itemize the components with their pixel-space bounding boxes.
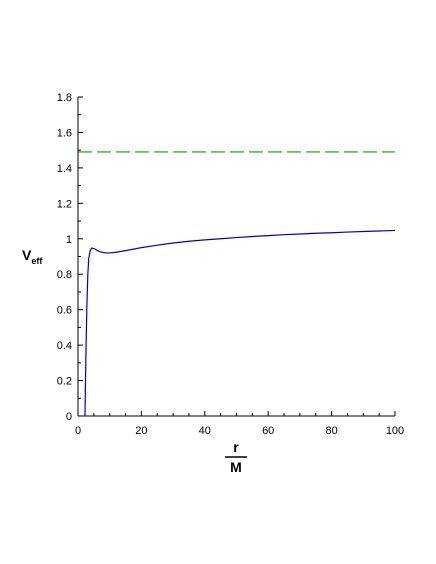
x-tick-label: 60 (262, 425, 274, 437)
x-axis-label-denominator: M (230, 459, 242, 475)
y-tick-label: 0.6 (57, 305, 72, 317)
y-tick-label: 0.2 (57, 376, 72, 388)
y-tick-label: 1.8 (57, 92, 72, 104)
potential-curve-line (84, 229, 396, 417)
y-tick-label: 1.4 (57, 163, 72, 175)
y-axis-label-main: V (22, 247, 32, 263)
y-axis-label-subscript: eff (31, 256, 43, 266)
x-tick-label: 20 (135, 425, 147, 437)
series-layer (78, 151, 396, 417)
x-tick-label: 40 (199, 425, 211, 437)
y-tick-label: 1.6 (57, 127, 72, 139)
y-tick-label: 1 (66, 234, 72, 246)
y-tick-label: 0.4 (57, 340, 72, 352)
y-tick-label: 0.8 (57, 269, 72, 281)
x-tick-label: 100 (386, 425, 404, 437)
labels-layer: Veff r M (22, 247, 247, 475)
x-axis-label-numerator: r (233, 439, 239, 455)
y-axis-label: Veff (22, 247, 43, 266)
x-tick-label: 0 (75, 425, 81, 437)
y-tick-label: 1.2 (57, 198, 72, 210)
x-tick-label: 80 (325, 425, 337, 437)
axes-layer: 0 0.2 0.4 0.6 0.8 1 1.2 1.4 1.6 1.8 0 20 40 60 80 100 (57, 92, 404, 437)
y-tick-label: 0 (66, 411, 72, 423)
